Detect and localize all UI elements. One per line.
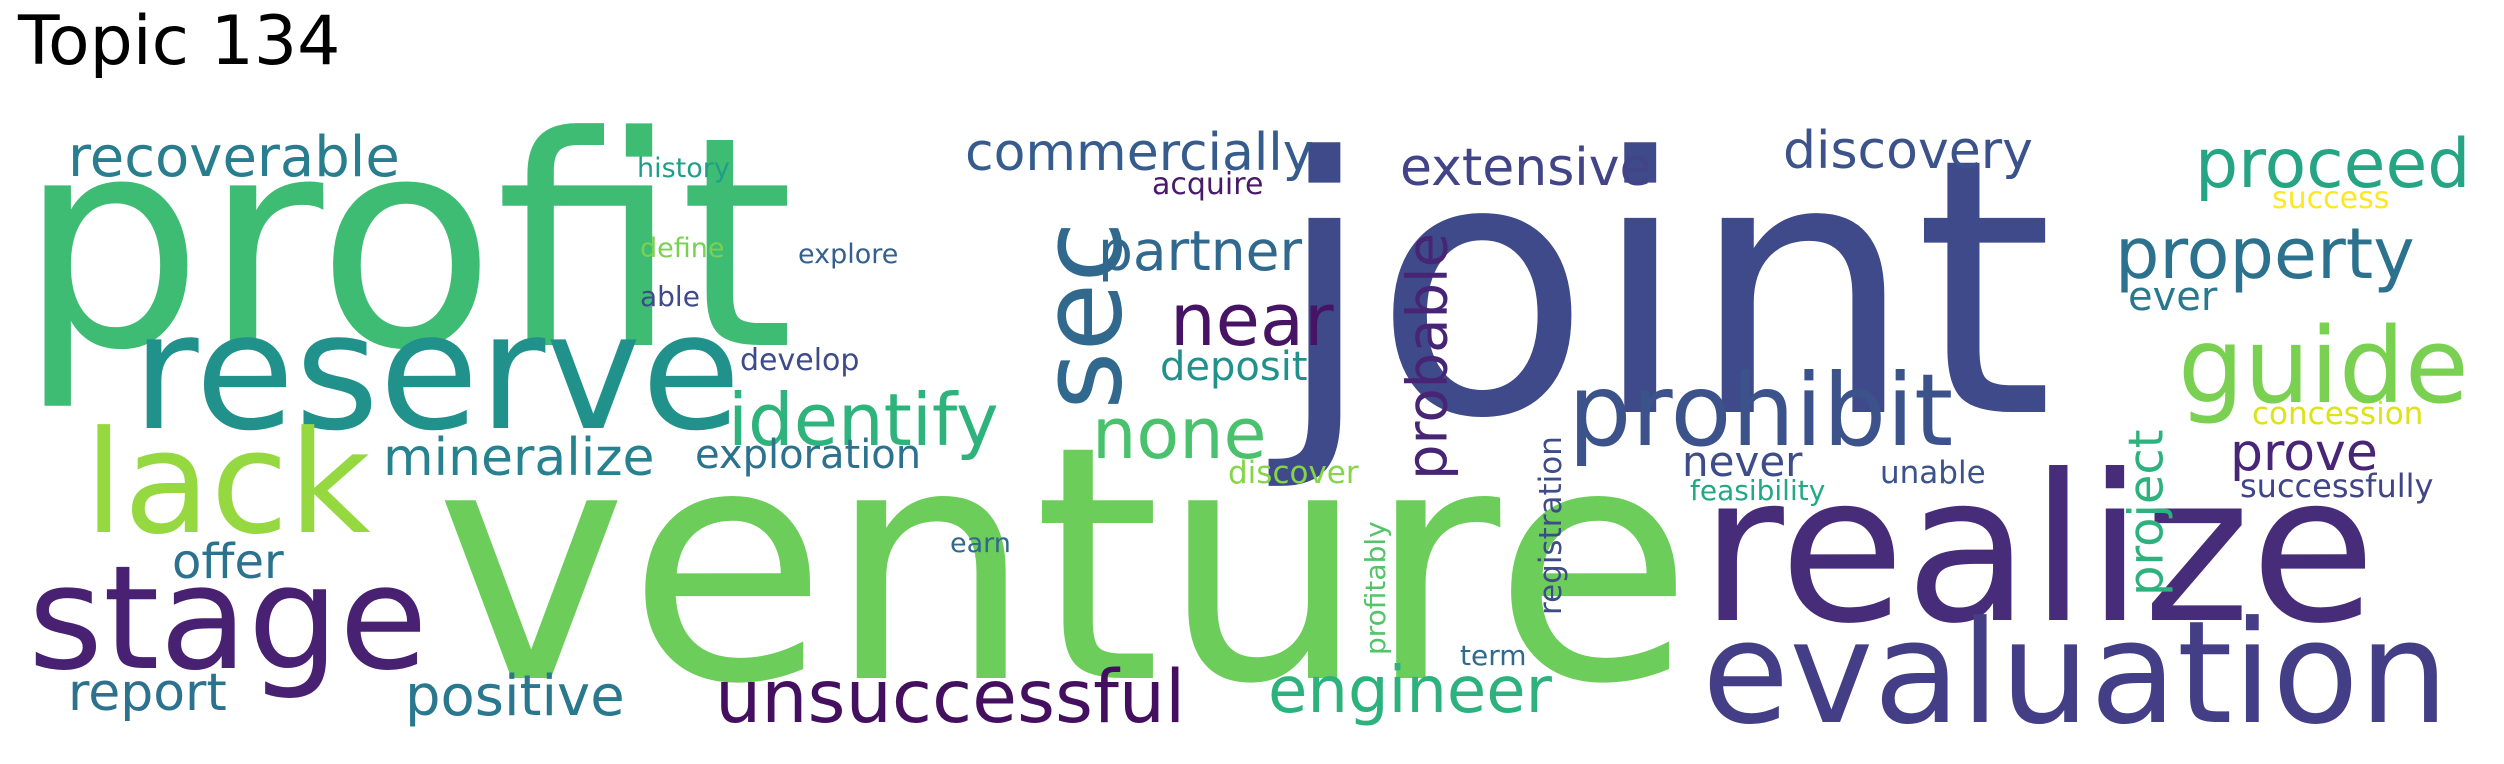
- word-never: never: [1682, 437, 1803, 486]
- word-venture: venture: [435, 376, 1693, 755]
- word-develop: develop: [740, 343, 859, 378]
- word-prove: prove: [2230, 423, 2378, 483]
- word-joint: joint: [1264, 82, 2054, 496]
- word-unsuccessful: unsuccessful: [715, 655, 1185, 740]
- word-explore: explore: [798, 239, 898, 270]
- word-sec: sec: [1017, 221, 1147, 410]
- word-proceed: proceed: [2195, 125, 2470, 204]
- word-ever: ever: [2128, 274, 2218, 320]
- word-concession: concession: [2252, 396, 2423, 432]
- word-unable: unable: [1880, 455, 1986, 491]
- word-report: report: [68, 663, 227, 723]
- word-successfully: successfully: [2240, 467, 2433, 505]
- word-able: able: [640, 280, 700, 313]
- word-near: near: [1170, 278, 1334, 362]
- word-partner: partner: [1098, 219, 1302, 283]
- word-project: project: [2118, 429, 2174, 596]
- word-history: history: [637, 153, 730, 184]
- word-profitably: profitably: [1359, 521, 1392, 655]
- word-identify: identify: [728, 378, 999, 462]
- word-stage: stage: [28, 534, 428, 702]
- word-positive: positive: [405, 664, 625, 729]
- word-mineralize: mineralize: [383, 428, 654, 488]
- word-term: term: [1460, 639, 1527, 672]
- word-realize: realize: [1700, 432, 2376, 669]
- word-probable: probable: [1396, 233, 1461, 480]
- word-engineer: engineer: [1268, 654, 1553, 728]
- word-evaluation: evaluation: [1702, 591, 2449, 756]
- word-property: property: [2115, 213, 2415, 295]
- word-exploration: exploration: [695, 432, 921, 478]
- word-registration: registration: [1533, 436, 1569, 615]
- word-deposit: deposit: [1160, 344, 1308, 390]
- word-offer: offer: [172, 534, 284, 590]
- word-lack: lack: [84, 401, 371, 566]
- page-title: Topic 134: [18, 2, 341, 81]
- word-none: none: [1092, 393, 1267, 475]
- word-define: define: [640, 233, 724, 264]
- word-guide: guide: [2178, 305, 2469, 427]
- word-discover: discover: [1228, 455, 1359, 491]
- word-acquire: acquire: [1152, 167, 1263, 202]
- word-success: success: [2272, 181, 2389, 216]
- word-feasibility: feasibility: [1690, 474, 1825, 507]
- word-extensive: extensive: [1400, 138, 1652, 198]
- word-discovery: discovery: [1783, 121, 2033, 181]
- word-earn: earn: [950, 528, 1011, 559]
- word-commercially: commercially: [965, 123, 1314, 183]
- word-recoverable: recoverable: [68, 125, 400, 190]
- word-reserve: reserve: [132, 279, 741, 467]
- word-prohibit: prohibit: [1568, 352, 1953, 469]
- word-profit: profit: [18, 74, 794, 414]
